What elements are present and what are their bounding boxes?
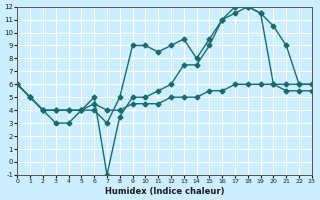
X-axis label: Humidex (Indice chaleur): Humidex (Indice chaleur) (105, 187, 224, 196)
